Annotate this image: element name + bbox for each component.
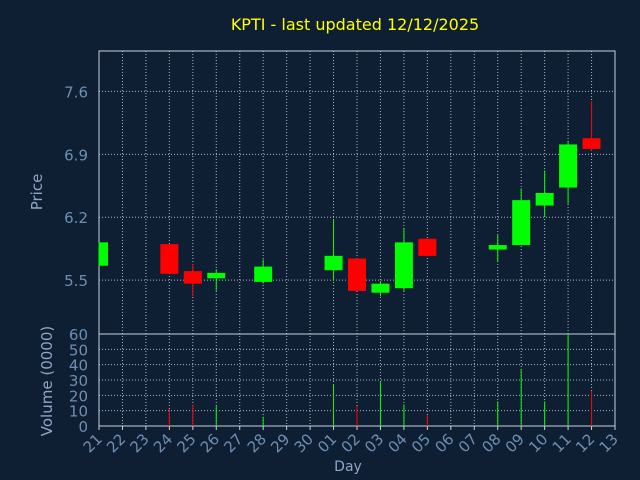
plot-elements: 5.56.26.97.60102030405060212223242526272… — [64, 50, 622, 456]
x-tick-label: 27 — [220, 430, 246, 456]
volume-tick-label: 30 — [69, 372, 88, 390]
x-tick-label: 23 — [127, 430, 153, 456]
x-tick-label: 08 — [478, 430, 504, 456]
price-tick-label: 6.2 — [64, 209, 88, 227]
x-tick-label: 07 — [455, 430, 481, 456]
candle-body-up — [99, 242, 108, 266]
candle-body-up — [371, 283, 390, 293]
x-tick-label: 05 — [408, 430, 434, 456]
x-tick-label: 03 — [361, 430, 387, 456]
x-tick-label: 04 — [385, 430, 411, 456]
price-axis-label: Price — [28, 174, 46, 211]
candle-body-up — [254, 266, 273, 282]
x-tick-label: 24 — [150, 430, 176, 456]
volume-tick-label: 40 — [69, 357, 88, 375]
price-tick-label: 5.5 — [64, 272, 88, 290]
volume-tick-label: 10 — [69, 403, 88, 421]
volume-axis-label: Volume (0000) — [38, 326, 56, 436]
x-tick-label: 25 — [173, 430, 199, 456]
candle-body-up — [535, 192, 554, 206]
x-axis-label: Day — [334, 459, 362, 475]
candle-body-up — [207, 272, 226, 279]
candle-body-up — [324, 255, 343, 271]
x-tick-label: 22 — [103, 430, 129, 456]
x-tick-label: 28 — [244, 430, 270, 456]
x-tick-label: 06 — [431, 430, 457, 456]
candle-body-down — [160, 244, 179, 274]
candle-body-down — [418, 238, 437, 256]
price-tick-label: 7.6 — [64, 83, 88, 101]
candle-body-down — [348, 258, 366, 291]
candle-body-up — [488, 245, 507, 250]
x-tick-label: 09 — [502, 430, 528, 456]
x-tick-label: 01 — [314, 430, 340, 456]
volume-tick-label: 0 — [78, 418, 88, 436]
x-tick-label: 29 — [267, 430, 293, 456]
x-tick-label: 12 — [572, 430, 598, 456]
candle-body-down — [183, 271, 202, 284]
x-tick-label: 26 — [197, 430, 223, 456]
x-tick-label: 30 — [291, 430, 317, 456]
volume-tick-label: 20 — [69, 387, 88, 405]
volume-tick-label: 60 — [69, 326, 88, 344]
x-tick-label: 13 — [596, 430, 622, 456]
candle-body-up — [559, 144, 578, 188]
chart-title: KPTI - last updated 12/12/2025 — [231, 15, 479, 34]
volume-tick-label: 50 — [69, 341, 88, 359]
candle-body-up — [394, 242, 413, 289]
candle-body-down — [582, 138, 601, 149]
candle-body-up — [512, 200, 531, 246]
x-tick-label: 10 — [525, 430, 551, 456]
price-tick-label: 6.9 — [64, 146, 88, 164]
x-tick-label: 02 — [338, 430, 364, 456]
x-tick-label: 11 — [549, 430, 575, 456]
